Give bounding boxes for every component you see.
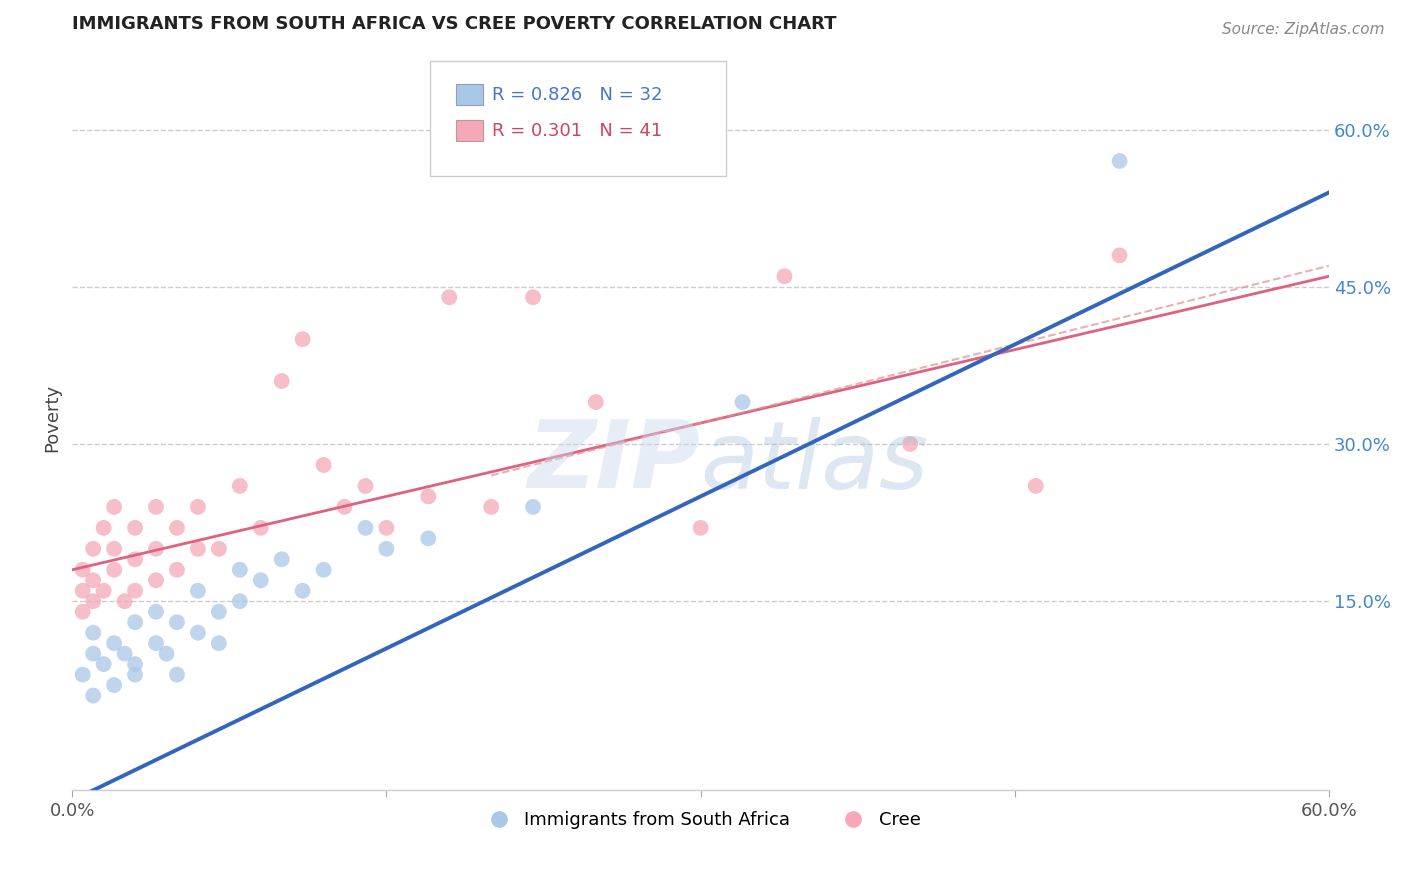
Point: [731, 395, 754, 409]
Point: [145, 500, 167, 514]
Point: [145, 541, 167, 556]
Point: [145, 605, 167, 619]
Point: [522, 290, 544, 304]
Point: [82, 647, 104, 661]
Point: [354, 521, 377, 535]
Point: [418, 532, 440, 546]
Point: [1108, 153, 1130, 168]
Point: [229, 563, 252, 577]
Point: [354, 479, 377, 493]
Point: [208, 636, 231, 650]
Point: [103, 541, 125, 556]
Point: [93, 521, 115, 535]
Point: [291, 583, 314, 598]
Point: [72, 667, 94, 681]
Point: [522, 500, 544, 514]
Point: [82, 689, 104, 703]
Point: [166, 521, 188, 535]
Point: [145, 636, 167, 650]
Point: [187, 625, 209, 640]
Point: [270, 552, 292, 566]
Text: IMMIGRANTS FROM SOUTH AFRICA VS CREE POVERTY CORRELATION CHART: IMMIGRANTS FROM SOUTH AFRICA VS CREE POV…: [72, 15, 837, 33]
Point: [208, 605, 231, 619]
Point: [249, 574, 271, 588]
Point: [229, 479, 252, 493]
Point: [291, 332, 314, 346]
Point: [270, 374, 292, 388]
Point: [103, 636, 125, 650]
Point: [312, 458, 335, 472]
FancyBboxPatch shape: [430, 61, 725, 176]
Point: [114, 647, 136, 661]
Y-axis label: Poverty: Poverty: [44, 384, 60, 452]
Point: [93, 583, 115, 598]
Point: [479, 500, 502, 514]
Legend: Immigrants from South Africa, Cree: Immigrants from South Africa, Cree: [474, 805, 928, 837]
Point: [333, 500, 356, 514]
Point: [72, 605, 94, 619]
Point: [1108, 248, 1130, 262]
Point: [124, 657, 146, 672]
Point: [312, 563, 335, 577]
Point: [439, 290, 461, 304]
Point: [249, 521, 271, 535]
FancyBboxPatch shape: [456, 85, 484, 105]
Point: [82, 625, 104, 640]
Point: [103, 563, 125, 577]
Point: [166, 667, 188, 681]
Point: [187, 500, 209, 514]
Point: [72, 563, 94, 577]
Point: [166, 615, 188, 630]
Point: [93, 657, 115, 672]
Point: [82, 541, 104, 556]
Text: R = 0.301   N = 41: R = 0.301 N = 41: [492, 121, 662, 139]
Point: [585, 395, 607, 409]
Text: ZIP: ZIP: [527, 417, 700, 508]
Point: [187, 541, 209, 556]
Point: [145, 574, 167, 588]
Point: [375, 521, 398, 535]
Point: [103, 678, 125, 692]
Point: [1025, 479, 1047, 493]
Point: [124, 583, 146, 598]
Point: [208, 541, 231, 556]
Point: [124, 667, 146, 681]
FancyBboxPatch shape: [456, 120, 484, 141]
Point: [418, 490, 440, 504]
Point: [82, 574, 104, 588]
Point: [229, 594, 252, 608]
Point: [898, 437, 921, 451]
Point: [375, 541, 398, 556]
Point: [124, 615, 146, 630]
Point: [124, 552, 146, 566]
Point: [187, 583, 209, 598]
Point: [689, 521, 711, 535]
Point: [166, 563, 188, 577]
Point: [82, 594, 104, 608]
Text: atlas: atlas: [700, 417, 929, 508]
Point: [124, 521, 146, 535]
Point: [773, 269, 796, 284]
Point: [72, 583, 94, 598]
Text: R = 0.826   N = 32: R = 0.826 N = 32: [492, 86, 662, 103]
Point: [114, 594, 136, 608]
Point: [103, 500, 125, 514]
Point: [155, 647, 177, 661]
Text: Source: ZipAtlas.com: Source: ZipAtlas.com: [1222, 22, 1385, 37]
